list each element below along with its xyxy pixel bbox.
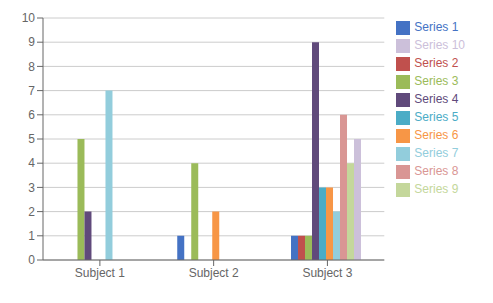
svg-text:Subject 1: Subject 1 <box>75 266 125 280</box>
svg-text:4: 4 <box>28 156 35 170</box>
html-text:Series 2: Series 2 <box>414 56 459 70</box>
html-text:Series 7: Series 7 <box>414 146 459 160</box>
html-text:Series 8: Series 8 <box>414 164 459 178</box>
svg-text:7: 7 <box>28 84 35 98</box>
svg-text:6: 6 <box>28 108 35 122</box>
html-text:Series 10: Series 10 <box>414 38 465 52</box>
svg-text:8: 8 <box>28 60 35 74</box>
svg-text:Subject 2: Subject 2 <box>189 266 239 280</box>
svg-text:3: 3 <box>28 181 35 195</box>
html-text:Series 3: Series 3 <box>414 74 459 88</box>
svg-text:2: 2 <box>28 205 35 219</box>
html-text:Series 1: Series 1 <box>414 20 459 34</box>
html-text:Series 6: Series 6 <box>414 128 459 142</box>
html-text:Series 5: Series 5 <box>414 110 459 124</box>
svg-text:5: 5 <box>28 132 35 146</box>
svg-text:0: 0 <box>28 253 35 267</box>
svg-text:10: 10 <box>22 11 36 25</box>
html-text:Series 4: Series 4 <box>414 92 459 106</box>
svg-text:Subject 3: Subject 3 <box>302 266 352 280</box>
svg-text:9: 9 <box>28 35 35 49</box>
svg-text:1: 1 <box>28 229 35 243</box>
html-text:Series 9: Series 9 <box>414 182 459 196</box>
